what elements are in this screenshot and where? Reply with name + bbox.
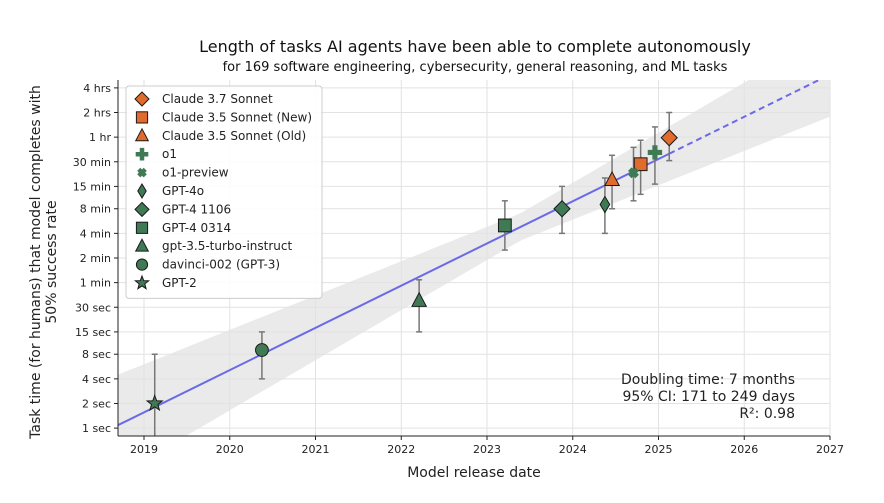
y-tick-label: 8 min <box>80 203 111 216</box>
legend-entry-label: Claude 3.5 Sonnet (Old) <box>162 129 306 143</box>
annotation-r2: R²: 0.98 <box>739 406 795 422</box>
legend-marker <box>133 274 151 290</box>
y-tick-label: 2 min <box>80 252 111 265</box>
legend: Claude 3.7 Sonnet Claude 3.5 Sonnet (New)… <box>125 85 323 299</box>
chart-subtitle: for 169 software engineering, cybersecur… <box>223 60 728 75</box>
y-tick-label: 30 sec <box>75 301 111 314</box>
y-axis-title-line2: 50% success rate <box>44 200 60 323</box>
y-axis-title-line1: Task time (for humans) that model comple… <box>28 85 44 440</box>
legend-marker <box>135 221 149 234</box>
legend-entry-label: GPT-2 <box>162 276 197 290</box>
point-claude-3-7-sonnet <box>660 129 678 147</box>
legend-marker <box>137 183 147 199</box>
y-tick-label: 1 sec <box>82 422 111 435</box>
y-tick-label: 15 sec <box>75 326 111 339</box>
chart-title: Length of tasks AI agents have been able… <box>199 37 751 56</box>
legend-entry-label: o1-preview <box>162 166 229 180</box>
point-davinci-002-gpt-3 <box>255 343 269 357</box>
legend-marker <box>135 258 149 271</box>
legend-entry-label: Claude 3.5 Sonnet (New) <box>162 110 312 124</box>
legend-entry-label: davinci-002 (GPT-3) <box>162 258 280 272</box>
legend-entry-label: gpt-3.5-turbo-instruct <box>162 239 292 253</box>
legend-marker <box>134 201 150 218</box>
y-tick-label: 30 min <box>73 156 111 169</box>
point-gpt-3-5-turbo-instruct <box>411 291 428 307</box>
point-gpt-2 <box>145 394 164 412</box>
axes: 2019 2020 2021 2022 2023 2024 2025 2026 2027 1 se… <box>73 80 844 456</box>
y-tick-label: 1 min <box>80 277 111 290</box>
annotation-doubling: Doubling time: 7 months <box>621 372 795 388</box>
y-tick-label: 8 sec <box>82 348 111 361</box>
y-tick-label: 1 hr <box>89 131 111 144</box>
legend-marker <box>134 91 150 107</box>
y-tick-label: 4 min <box>80 227 111 240</box>
x-tick-label: 2019 <box>130 443 158 456</box>
point-gpt-4-0314 <box>497 218 512 233</box>
x-tick-label: 2025 <box>645 443 673 456</box>
x-tick-label: 2023 <box>473 443 501 456</box>
legend-marker <box>134 238 150 252</box>
legend-entry-label: GPT-4 1106 <box>162 202 231 216</box>
x-tick-label: 2020 <box>216 443 244 456</box>
point-claude-3-5-sonnet-old <box>604 170 621 187</box>
y-tick-label: 2 sec <box>82 397 111 410</box>
y-tick-label: 2 hrs <box>83 107 111 120</box>
legend-entry-label: Claude 3.7 Sonnet <box>162 92 273 106</box>
point-o1 <box>647 145 663 160</box>
trend-line-observed <box>118 152 670 427</box>
point-gpt-4o <box>599 195 611 214</box>
point-o1-preview <box>628 167 639 179</box>
x-tick-label: 2024 <box>559 443 587 456</box>
annotation-ci: 95% CI: 171 to 249 days <box>622 389 795 405</box>
x-axis-title: Model release date <box>407 465 541 481</box>
point-gpt-4-1106 <box>553 200 571 218</box>
y-tick-label: 4 sec <box>82 373 111 386</box>
x-tick-label: 2026 <box>730 443 758 456</box>
legend-marker <box>135 147 149 161</box>
trend-line <box>118 80 822 427</box>
y-tick-label: 4 hrs <box>83 82 111 95</box>
legend-entry-label: GPT-4 0314 <box>162 221 231 235</box>
legend-entry-label: o1 <box>162 147 177 161</box>
x-tick-label: 2022 <box>387 443 415 456</box>
legend-marker <box>137 167 147 178</box>
legend-box <box>125 85 323 299</box>
legend-entry-label: GPT-4o <box>162 184 204 198</box>
legend-marker <box>134 127 150 142</box>
data-points <box>145 129 678 412</box>
y-tick-label: 15 min <box>73 180 111 193</box>
legend-marker <box>135 111 149 124</box>
x-tick-label: 2027 <box>816 443 844 456</box>
point-claude-3-5-sonnet-new <box>633 157 648 172</box>
x-tick-label: 2021 <box>302 443 330 456</box>
